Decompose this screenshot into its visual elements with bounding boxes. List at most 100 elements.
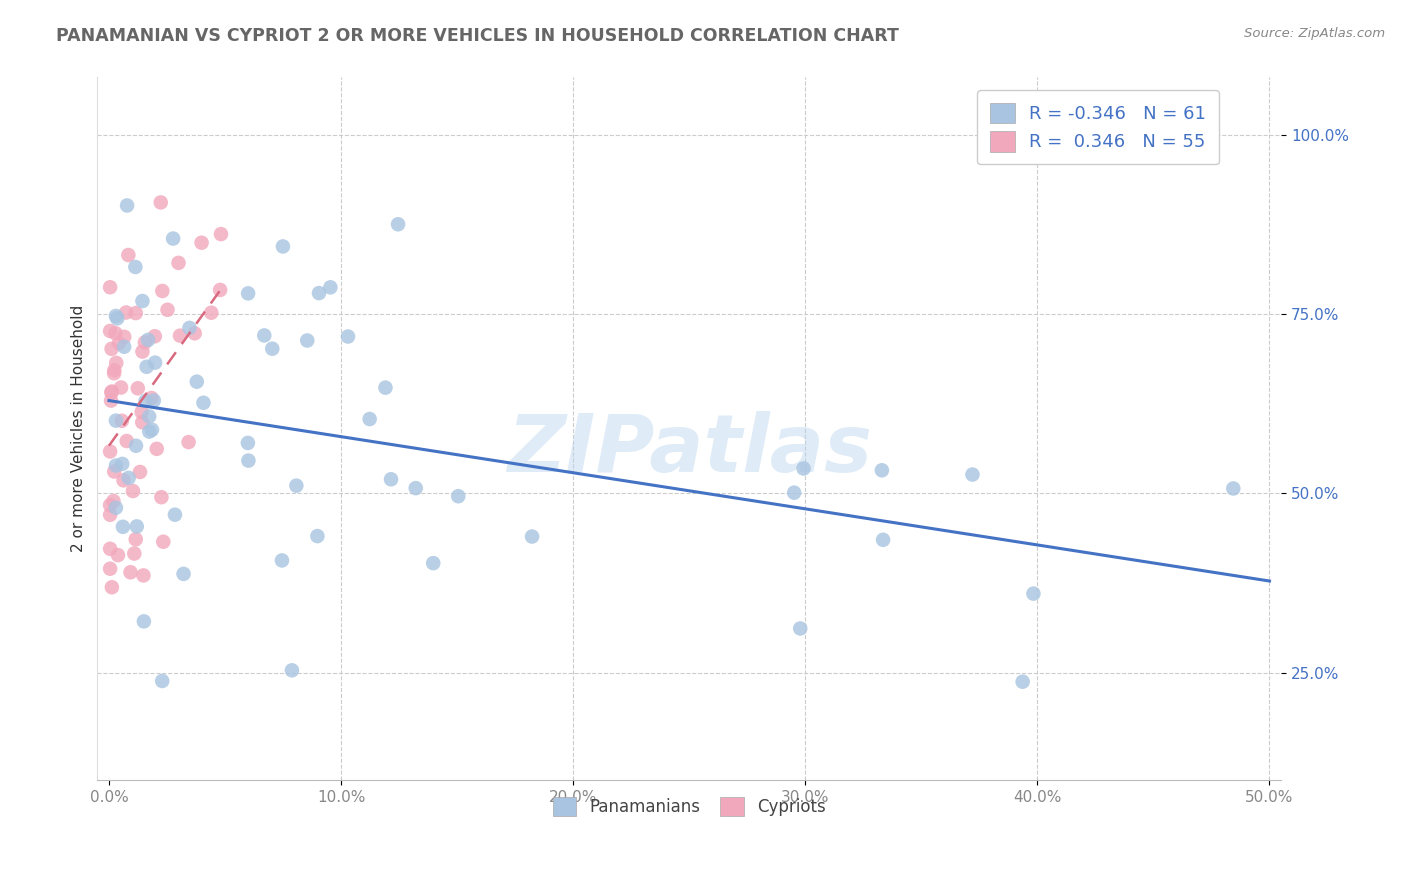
Point <box>789 622 811 636</box>
Point <box>177 435 200 450</box>
Point <box>132 615 155 629</box>
Point <box>101 580 124 594</box>
Point <box>135 394 157 409</box>
Point <box>117 248 139 262</box>
Point <box>186 375 208 389</box>
Point <box>200 306 222 320</box>
Point <box>520 530 543 544</box>
Point <box>271 239 294 253</box>
Point <box>150 284 173 298</box>
Point <box>103 465 125 479</box>
Point <box>124 260 146 274</box>
Point <box>98 562 121 576</box>
Point <box>103 366 125 380</box>
Y-axis label: 2 or more Vehicles in Household: 2 or more Vehicles in Household <box>72 305 86 552</box>
Point <box>209 283 232 297</box>
Point <box>131 293 153 308</box>
Point <box>105 311 128 326</box>
Point <box>167 256 190 270</box>
Point <box>142 393 165 408</box>
Point <box>135 359 157 374</box>
Point <box>141 423 163 437</box>
Point <box>108 336 131 351</box>
Point <box>307 529 329 543</box>
Point <box>190 235 212 250</box>
Point <box>173 566 195 581</box>
Point <box>143 329 166 343</box>
Point <box>405 481 427 495</box>
Point <box>118 471 141 485</box>
Point <box>209 227 232 241</box>
Point <box>183 326 205 341</box>
Point <box>104 326 127 341</box>
Point <box>112 473 135 487</box>
Point <box>138 409 160 424</box>
Point <box>285 478 308 492</box>
Point <box>319 280 342 294</box>
Point <box>115 198 138 212</box>
Point <box>1022 586 1045 600</box>
Point <box>1222 482 1244 496</box>
Point <box>122 483 145 498</box>
Point <box>271 553 294 567</box>
Point <box>447 489 470 503</box>
Point <box>131 405 153 419</box>
Point <box>163 508 186 522</box>
Point <box>98 498 121 512</box>
Point <box>120 566 142 580</box>
Point <box>100 393 122 408</box>
Point <box>104 500 127 515</box>
Point <box>145 442 167 456</box>
Point <box>125 519 148 533</box>
Point <box>281 663 304 677</box>
Point <box>112 330 135 344</box>
Text: Source: ZipAtlas.com: Source: ZipAtlas.com <box>1244 27 1385 40</box>
Point <box>138 425 160 439</box>
Point <box>141 391 163 405</box>
Point <box>98 280 121 294</box>
Text: PANAMANIAN VS CYPRIOT 2 OR MORE VEHICLES IN HOUSEHOLD CORRELATION CHART: PANAMANIAN VS CYPRIOT 2 OR MORE VEHICLES… <box>56 27 898 45</box>
Point <box>110 380 132 394</box>
Point <box>238 453 260 467</box>
Point <box>111 414 134 428</box>
Point <box>156 302 179 317</box>
Point <box>783 485 806 500</box>
Point <box>337 329 360 343</box>
Point <box>179 321 201 335</box>
Point <box>374 381 396 395</box>
Point <box>150 490 173 504</box>
Point <box>124 547 146 561</box>
Point <box>143 356 166 370</box>
Point <box>387 217 409 231</box>
Point <box>127 381 149 395</box>
Point <box>112 340 135 354</box>
Point <box>962 467 984 482</box>
Point <box>193 396 215 410</box>
Point <box>162 231 184 245</box>
Legend: Panamanians, Cypriots: Panamanians, Cypriots <box>544 789 834 825</box>
Point <box>104 458 127 473</box>
Point <box>125 533 148 547</box>
Point <box>125 439 148 453</box>
Point <box>132 568 155 582</box>
Point <box>101 384 124 399</box>
Point <box>131 344 153 359</box>
Text: ZIPatlas: ZIPatlas <box>506 411 872 489</box>
Point <box>149 195 172 210</box>
Point <box>103 363 125 377</box>
Point <box>98 324 121 338</box>
Point <box>105 356 128 370</box>
Point <box>297 334 319 348</box>
Point <box>152 534 174 549</box>
Point <box>380 472 402 486</box>
Point <box>422 556 444 570</box>
Point <box>111 457 134 471</box>
Point <box>107 548 129 562</box>
Point <box>111 520 134 534</box>
Point <box>104 309 127 323</box>
Point <box>150 673 173 688</box>
Point <box>870 463 893 477</box>
Point <box>100 385 122 400</box>
Point <box>872 533 894 547</box>
Point <box>103 494 125 508</box>
